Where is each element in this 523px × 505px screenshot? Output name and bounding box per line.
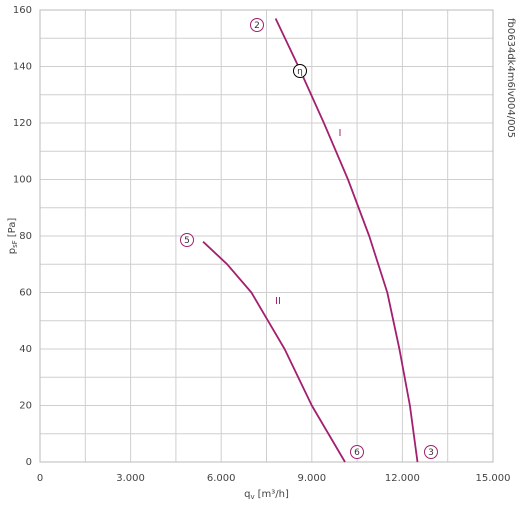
x-tick-label: 12.000 xyxy=(385,473,420,484)
y-tick-label: 120 xyxy=(13,118,32,129)
marker-circle xyxy=(293,64,307,78)
marker-label: 5 xyxy=(184,236,190,246)
y-tick-label: 100 xyxy=(13,175,32,186)
y-tick-label: 40 xyxy=(19,344,32,355)
x-tick-label: 3.000 xyxy=(116,473,145,484)
x-axis-label: qv [m³/h] xyxy=(244,489,289,501)
marker-circle xyxy=(424,445,438,459)
y-label-unit: [Pa] xyxy=(7,218,18,238)
fan-curve xyxy=(274,18,419,463)
y-tick-label: 60 xyxy=(19,288,32,299)
fan-curve xyxy=(202,241,346,463)
y-tick-label: 0 xyxy=(26,457,32,468)
x-label-symbol: q xyxy=(244,489,250,500)
marker-label: 3 xyxy=(428,448,434,458)
plot-frame xyxy=(39,9,494,463)
marker-label: 2 xyxy=(254,21,260,31)
drawing-code: fb0634dk4m6lv004/005 xyxy=(505,18,516,138)
x-tick-label: 9.000 xyxy=(297,473,326,484)
curve-label: II xyxy=(275,296,281,307)
marker-label: 6 xyxy=(354,448,360,458)
marker-circle xyxy=(250,18,264,32)
x-label-subscript: v xyxy=(250,493,254,501)
curve-label: I xyxy=(339,128,342,139)
x-tick-label: 6.000 xyxy=(207,473,236,484)
y-label-symbol: p xyxy=(7,248,18,254)
x-label-unit: [m³/h] xyxy=(258,489,289,500)
marker-circle xyxy=(350,445,364,459)
x-tick-label: 0 xyxy=(37,473,43,484)
y-tick-label: 80 xyxy=(19,231,32,242)
marker-label: η xyxy=(297,67,303,77)
y-tick-label: 140 xyxy=(13,62,32,73)
y-tick-label: 20 xyxy=(19,401,32,412)
y-label-subscript: sF xyxy=(11,240,19,248)
y-tick-label: 160 xyxy=(13,5,32,16)
marker-circle xyxy=(180,233,194,247)
x-tick-label: 15.000 xyxy=(476,473,511,484)
y-axis-label: psF [Pa] xyxy=(7,218,19,255)
